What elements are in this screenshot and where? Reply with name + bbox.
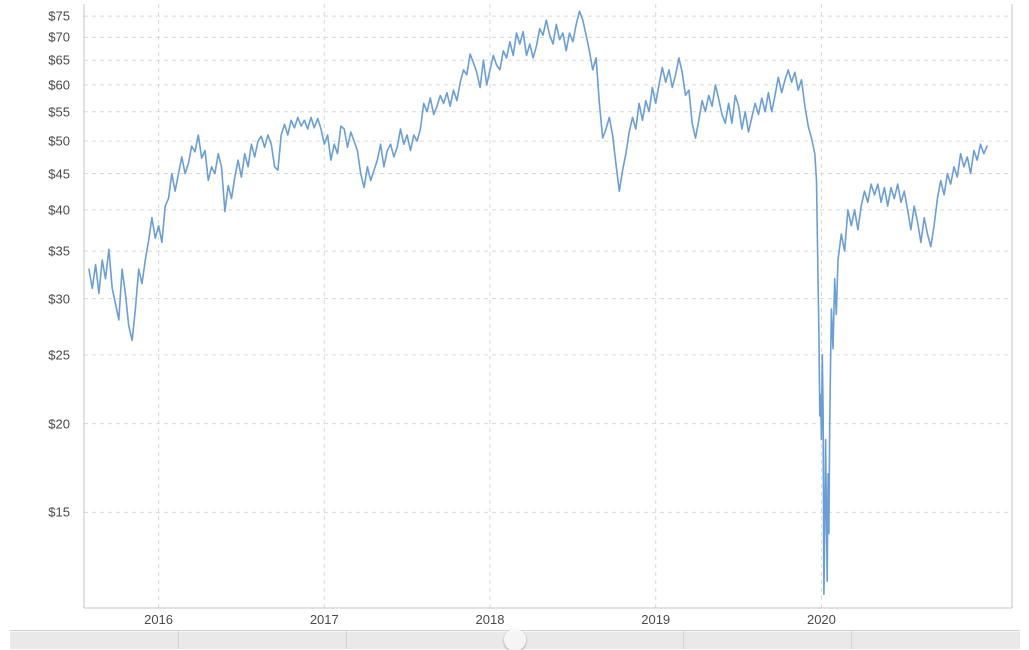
scrubber-handle[interactable] [504, 629, 526, 650]
scrubber-divider [683, 631, 684, 649]
chart-canvas [0, 0, 1029, 650]
x-tick-label: 2017 [310, 612, 339, 627]
scrubber-divider [178, 631, 179, 649]
scrubber-divider [851, 631, 852, 649]
y-tick-label: $55 [0, 104, 70, 119]
y-tick-label: $35 [0, 244, 70, 259]
y-tick-label: $25 [0, 347, 70, 362]
scrubber-divider [346, 631, 347, 649]
price-chart: $15$20$25$30$35$40$45$50$55$60$65$70$75 … [0, 0, 1029, 650]
y-tick-label: $15 [0, 505, 70, 520]
x-tick-label: 2019 [641, 612, 670, 627]
y-tick-label: $20 [0, 416, 70, 431]
y-tick-label: $30 [0, 291, 70, 306]
y-tick-label: $70 [0, 30, 70, 45]
x-tick-label: 2016 [144, 612, 173, 627]
y-tick-label: $60 [0, 77, 70, 92]
x-tick-label: 2018 [476, 612, 505, 627]
x-tick-label: 2020 [807, 612, 836, 627]
y-tick-label: $65 [0, 53, 70, 68]
y-tick-label: $45 [0, 166, 70, 181]
y-tick-label: $50 [0, 134, 70, 149]
y-tick-label: $75 [0, 9, 70, 24]
time-scrubber[interactable] [10, 630, 1020, 649]
y-tick-label: $40 [0, 202, 70, 217]
